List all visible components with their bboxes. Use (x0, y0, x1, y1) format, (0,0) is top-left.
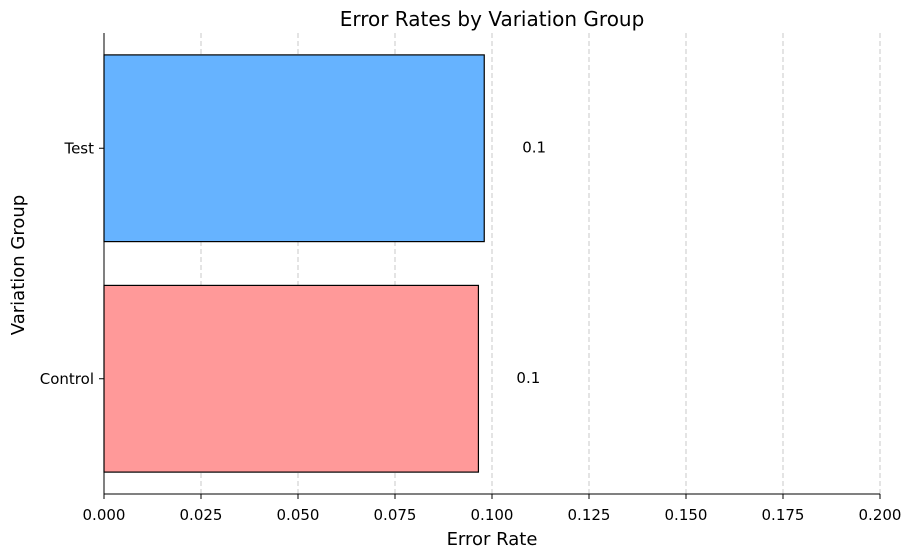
x-tick-label: 0.075 (374, 506, 417, 524)
x-tick-label: 0.025 (180, 506, 223, 524)
data-label: 0.1 (522, 138, 546, 156)
y-tick-label: Test (63, 139, 94, 157)
bar-test (103, 54, 485, 243)
x-tick-label: 0.200 (859, 506, 902, 524)
data-labels: 0.1 0.1 (516, 138, 546, 387)
x-tick-label: 0.125 (568, 506, 611, 524)
bars (103, 54, 485, 473)
x-tick-label: 0.175 (762, 506, 805, 524)
bar-control (103, 284, 480, 473)
y-ticks: Control Test (40, 139, 104, 388)
x-tick-label: 0.000 (83, 506, 126, 524)
x-tick-label: 0.050 (277, 506, 320, 524)
x-tick-label: 0.100 (471, 506, 514, 524)
x-tick-label: 0.150 (665, 506, 708, 524)
data-label: 0.1 (516, 369, 540, 387)
y-tick-label: Control (40, 370, 94, 388)
y-axis-label: Variation Group (8, 195, 29, 335)
x-ticks: 0.000 0.025 0.050 0.075 0.100 0.125 0.150 0.175… (83, 494, 902, 524)
x-axis-label: Error Rate (447, 529, 538, 550)
chart-title: Error Rates by Variation Group (340, 7, 645, 31)
